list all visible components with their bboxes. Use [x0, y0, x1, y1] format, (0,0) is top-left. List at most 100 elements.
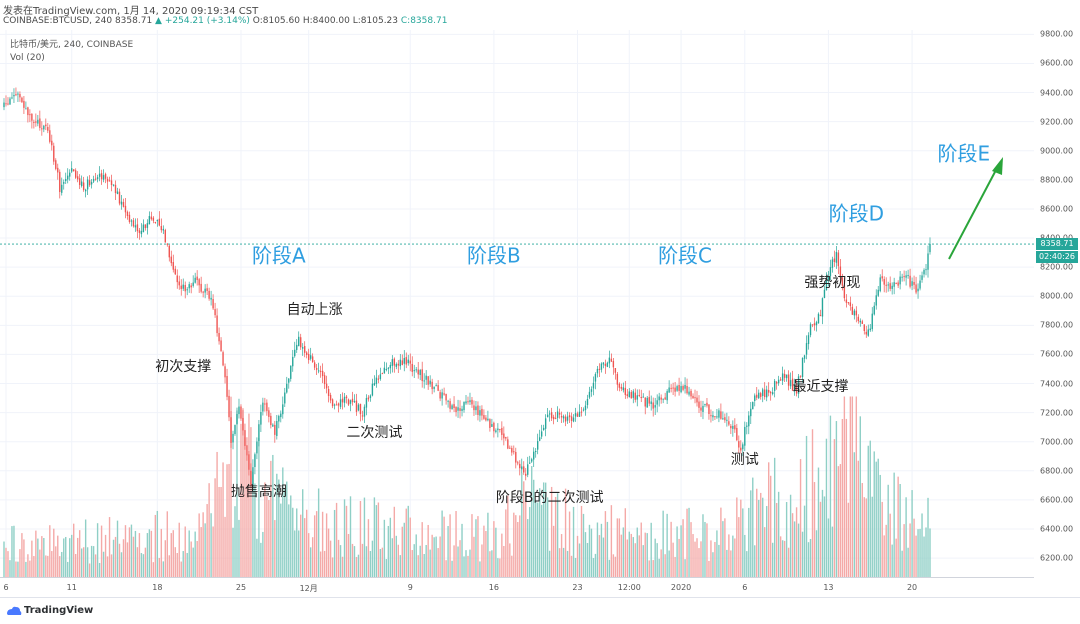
- candle-body: [341, 398, 344, 403]
- candle-body: [453, 404, 455, 409]
- volume-bar: [118, 543, 121, 577]
- candle-body: [682, 386, 684, 390]
- volume-bar: [445, 560, 447, 577]
- candle-body: [258, 424, 260, 441]
- tradingview-logo-icon[interactable]: [6, 605, 22, 617]
- volume-bar: [373, 497, 376, 577]
- volume-bar: [837, 466, 840, 577]
- symbol-label: COINBASE:BTCUSD, 240: [3, 16, 113, 26]
- volume-bar: [120, 552, 123, 577]
- volume-bar: [564, 488, 567, 577]
- candle-body: [45, 124, 47, 127]
- volume-bar: [835, 421, 838, 577]
- candle-body: [714, 416, 716, 418]
- candle-body: [752, 402, 754, 410]
- candle-body: [186, 289, 188, 291]
- volume-bar: [154, 514, 157, 577]
- candle-body: [728, 421, 730, 425]
- volume-bar: [861, 483, 863, 577]
- candle-body: [178, 281, 180, 286]
- volume-bar: [907, 547, 909, 577]
- volume-bar: [329, 540, 332, 577]
- volume-bar: [905, 497, 907, 577]
- candle-body: [385, 369, 388, 371]
- candle-body: [698, 401, 700, 408]
- candle-body: [128, 214, 131, 222]
- candle-body: [560, 415, 563, 418]
- time-axis[interactable]: 6 11 18 25 12月 9 16 23 12:00 2020 6 13 20: [0, 577, 1034, 597]
- candle-body: [224, 366, 226, 378]
- volume-bar: [610, 505, 613, 577]
- volume-bar: [421, 522, 423, 577]
- candle-body: [797, 376, 800, 394]
- volume-bar: [531, 466, 533, 577]
- candle-body: [381, 373, 384, 375]
- candle-body: [845, 299, 848, 303]
- candle-body: [515, 451, 517, 463]
- volume-bar: [59, 556, 61, 577]
- volume-bar: [600, 523, 603, 577]
- series-title[interactable]: 比特币/美元, 240, COINBASE: [10, 40, 134, 50]
- candle-body: [596, 368, 599, 374]
- candle-body: [758, 392, 760, 399]
- price-axis[interactable]: 6200.00 6400.00 6600.00 6800.00 7000.00 7200.…: [1034, 30, 1080, 577]
- volume-bar: [178, 522, 180, 577]
- candle-body: [554, 417, 557, 419]
- volume-title[interactable]: Vol (20): [10, 53, 45, 63]
- candle-body: [564, 416, 567, 422]
- candle-body: [218, 332, 220, 342]
- volume-bar: [220, 486, 222, 577]
- volume-bar: [650, 522, 652, 577]
- volume-bar: [917, 529, 919, 577]
- brand-name[interactable]: TradingView: [24, 605, 94, 616]
- candle-body: [49, 130, 51, 142]
- volume-bar: [716, 530, 718, 577]
- x-tick-label: 16: [488, 583, 499, 592]
- volume-bar: [407, 505, 409, 577]
- candle-body: [497, 428, 499, 431]
- candle-body: [531, 459, 533, 462]
- x-tick-label: 11: [66, 583, 77, 592]
- volume-bar: [674, 556, 676, 577]
- phase-b-label: 阶段B: [467, 243, 521, 268]
- candle-body: [335, 404, 338, 406]
- candle-body: [23, 100, 25, 108]
- volume-bar: [252, 471, 254, 577]
- volume-bar: [493, 521, 495, 577]
- volume-bar: [652, 560, 654, 577]
- volume-bar: [186, 552, 188, 577]
- phase-b-secondary-test-label: 阶段B的二次测试: [495, 489, 604, 506]
- candle-body: [71, 168, 73, 172]
- candle-body: [686, 386, 688, 394]
- candle-body: [542, 427, 545, 431]
- candle-body: [762, 389, 764, 396]
- volume-bar: [375, 505, 378, 577]
- candle-body: [53, 145, 55, 162]
- volume-bar: [419, 545, 421, 577]
- volume-bar: [399, 555, 401, 577]
- volume-bar: [71, 534, 73, 577]
- y-tick-label: 6600.00: [1040, 495, 1074, 505]
- volume-bar: [692, 534, 694, 577]
- volume-bar: [144, 547, 147, 577]
- candle-body: [839, 266, 842, 278]
- candle-body: [425, 375, 427, 380]
- candle-body: [576, 413, 579, 417]
- candle-body: [78, 178, 81, 185]
- volume-bar: [608, 559, 611, 577]
- volume-bar: [473, 536, 475, 577]
- volume-bar: [766, 506, 768, 577]
- candle-body: [550, 412, 553, 419]
- volume-bar: [598, 535, 601, 577]
- volume-bar: [47, 555, 49, 577]
- volume-bar: [519, 515, 521, 577]
- volume-bar: [505, 509, 507, 577]
- candle-body: [142, 224, 145, 233]
- candle-body: [411, 363, 413, 372]
- candle-body: [150, 216, 153, 220]
- volume-bar: [574, 557, 577, 577]
- volume-bar: [491, 550, 493, 577]
- candle-body: [433, 386, 435, 389]
- volume-bar: [385, 559, 388, 577]
- candle-body: [7, 103, 9, 105]
